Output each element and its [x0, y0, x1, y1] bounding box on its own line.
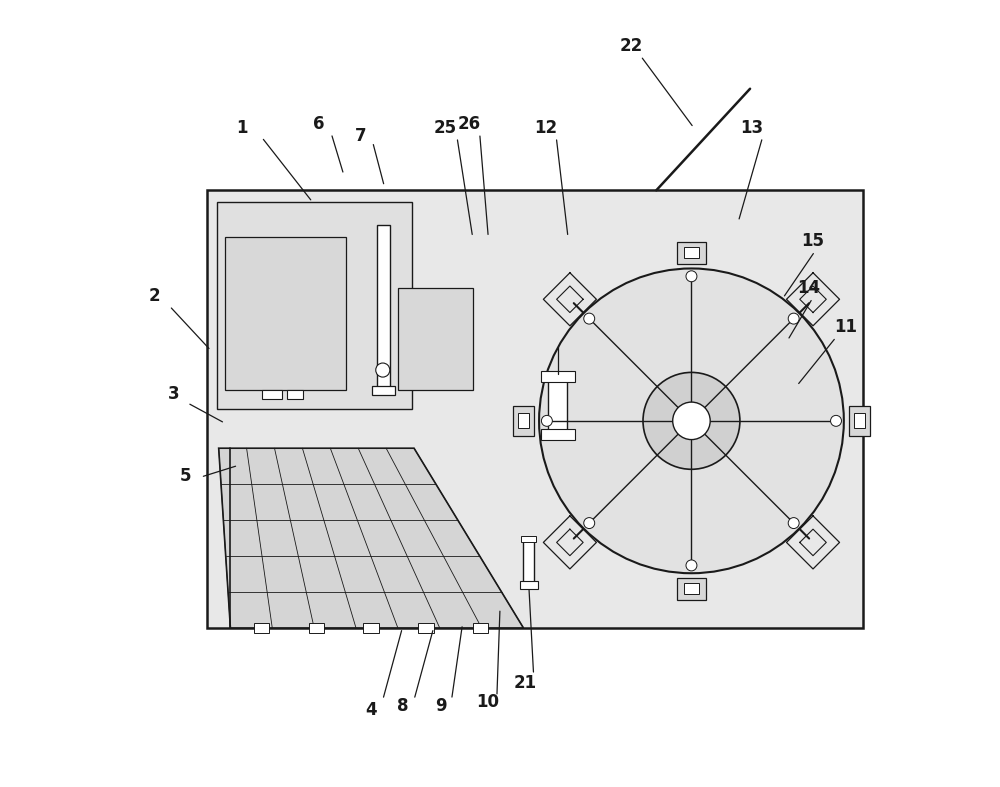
Bar [521, 536, 536, 542]
Text: 3: 3 [168, 385, 179, 402]
Bar [684, 583, 699, 594]
Circle shape [831, 416, 841, 427]
Bar [287, 390, 303, 399]
Text: 10: 10 [476, 693, 499, 711]
Circle shape [541, 416, 552, 427]
Text: 22: 22 [620, 37, 643, 55]
Bar [849, 406, 870, 436]
Text: 5: 5 [180, 467, 192, 485]
Text: 11: 11 [834, 318, 857, 336]
Circle shape [376, 363, 390, 377]
Bar [541, 371, 575, 382]
Bar [677, 578, 706, 600]
Text: 12: 12 [534, 119, 557, 137]
Bar [262, 390, 282, 399]
Text: 13: 13 [740, 119, 763, 137]
Circle shape [539, 268, 844, 573]
Circle shape [686, 560, 697, 571]
Bar [418, 623, 434, 634]
Text: 25: 25 [434, 119, 457, 137]
Circle shape [686, 271, 697, 282]
Text: 21: 21 [513, 674, 537, 692]
Text: 8: 8 [397, 697, 408, 715]
Bar [854, 413, 865, 428]
Bar [541, 430, 575, 441]
Circle shape [643, 372, 740, 469]
Bar [548, 374, 567, 433]
Bar [207, 190, 863, 628]
Text: 7: 7 [355, 127, 367, 145]
Text: 2: 2 [149, 286, 160, 305]
Bar [677, 242, 706, 264]
Text: 9: 9 [436, 697, 447, 715]
Circle shape [788, 518, 799, 529]
Text: 15: 15 [801, 232, 824, 250]
Bar [363, 623, 379, 634]
Bar [372, 386, 395, 395]
Bar [473, 623, 488, 634]
Text: 14: 14 [797, 279, 820, 297]
Text: 26: 26 [457, 115, 480, 133]
Bar [513, 406, 534, 436]
Circle shape [673, 402, 710, 440]
Text: 4: 4 [365, 701, 377, 719]
Bar [684, 247, 699, 258]
Bar [217, 202, 412, 409]
Bar [254, 623, 269, 634]
Bar [309, 623, 324, 634]
Circle shape [788, 313, 799, 324]
Bar [225, 237, 346, 390]
Polygon shape [219, 449, 523, 628]
Text: 1: 1 [236, 119, 248, 137]
Bar [377, 226, 390, 390]
Bar [518, 413, 529, 428]
Bar [520, 581, 538, 589]
Bar [398, 288, 473, 390]
Circle shape [584, 313, 595, 324]
Text: 6: 6 [313, 115, 324, 133]
Circle shape [584, 518, 595, 529]
Bar [523, 538, 534, 585]
